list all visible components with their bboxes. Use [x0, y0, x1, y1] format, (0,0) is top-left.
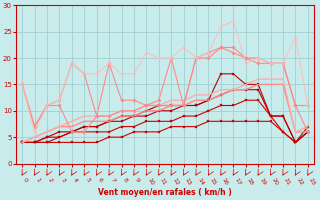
X-axis label: Vent moyen/en rafales ( km/h ): Vent moyen/en rafales ( km/h )	[98, 188, 232, 197]
